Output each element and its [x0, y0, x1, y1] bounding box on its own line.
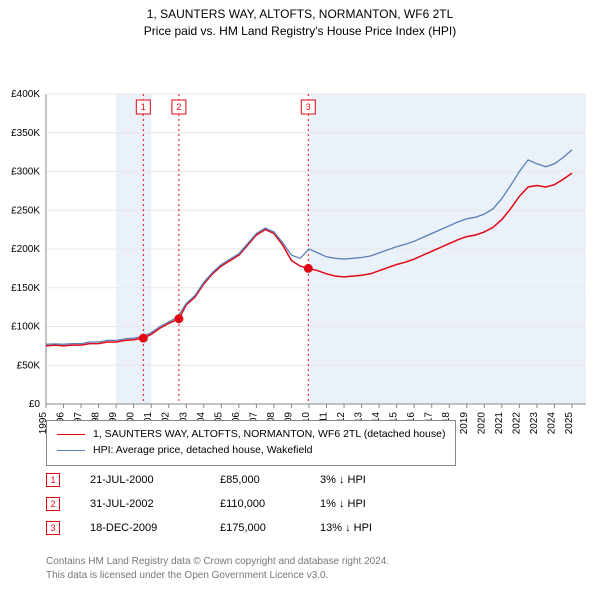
- sale-dot: [174, 314, 183, 323]
- y-axis-label: £400K: [11, 89, 40, 100]
- y-axis-label: £350K: [11, 127, 40, 138]
- footer-line1: Contains HM Land Registry data © Crown c…: [46, 555, 389, 569]
- chart-svg: £0 £50K £100K £150K £200K £250K £300K £350K £400…: [0, 44, 600, 464]
- sales-row: 2 31-JUL-2002£110,0001% ↓ HPI: [46, 492, 440, 516]
- footer: Contains HM Land Registry data © Crown c…: [46, 555, 389, 582]
- y-axis-label: £100K: [11, 321, 40, 332]
- x-axis-label: 2022: [511, 411, 522, 434]
- sales-row-diff: 13% ↓ HPI: [320, 522, 440, 534]
- x-axis-label: 2025: [564, 411, 575, 434]
- sale-dot: [139, 333, 148, 342]
- sales-row-diff: 3% ↓ HPI: [320, 474, 440, 486]
- title-block: 1, SAUNTERS WAY, ALTOFTS, NORMANTON, WF6…: [0, 0, 600, 44]
- sale-marker-number: 2: [176, 102, 181, 112]
- sale-dot: [304, 263, 313, 272]
- sales-row-diff: 1% ↓ HPI: [320, 498, 440, 510]
- x-axis-label: 2024: [546, 411, 557, 434]
- y-axis-label: £250K: [11, 205, 40, 216]
- x-axis-label: 2019: [459, 411, 470, 434]
- sales-row-price: £110,000: [220, 498, 320, 510]
- y-axis-label: £150K: [11, 282, 40, 293]
- sales-row-price: £85,000: [220, 474, 320, 486]
- legend-box: 1, SAUNTERS WAY, ALTOFTS, NORMANTON, WF6…: [46, 420, 456, 466]
- sales-row-marker: 3: [46, 521, 60, 535]
- sales-table: 1 21-JUL-2000£85,0003% ↓ HPI 2 31-JUL-2002£…: [46, 468, 440, 540]
- title-subtitle: Price paid vs. HM Land Registry's House …: [0, 23, 600, 40]
- sales-row: 1 21-JUL-2000£85,0003% ↓ HPI: [46, 468, 440, 492]
- chart-container: 1, SAUNTERS WAY, ALTOFTS, NORMANTON, WF6…: [0, 0, 600, 590]
- legend-row: HPI: Average price, detached house, Wake…: [57, 443, 445, 459]
- y-axis-label: £300K: [11, 166, 40, 177]
- footer-line2: This data is licensed under the Open Gov…: [46, 569, 389, 583]
- sales-row: 3 18-DEC-2009£175,00013% ↓ HPI: [46, 516, 440, 540]
- legend-label: 1, SAUNTERS WAY, ALTOFTS, NORMANTON, WF6…: [93, 427, 445, 443]
- sales-row-date: 18-DEC-2009: [90, 522, 220, 534]
- legend-swatch: [57, 434, 85, 435]
- x-axis-label: 2021: [494, 411, 505, 434]
- sale-marker-number: 3: [306, 102, 311, 112]
- legend-label: HPI: Average price, detached house, Wake…: [93, 443, 312, 459]
- title-address: 1, SAUNTERS WAY, ALTOFTS, NORMANTON, WF6…: [0, 6, 600, 23]
- legend-swatch: [57, 450, 85, 451]
- x-axis-label: 2020: [476, 411, 487, 434]
- sales-row-marker: 2: [46, 497, 60, 511]
- sale-marker-number: 1: [141, 102, 146, 112]
- legend-row: 1, SAUNTERS WAY, ALTOFTS, NORMANTON, WF6…: [57, 427, 445, 443]
- sales-row-price: £175,000: [220, 522, 320, 534]
- sales-row-date: 21-JUL-2000: [90, 474, 220, 486]
- y-axis-label: £200K: [11, 244, 40, 255]
- x-axis-label: 2023: [529, 411, 540, 434]
- sales-row-date: 31-JUL-2002: [90, 498, 220, 510]
- y-axis-label: £50K: [17, 360, 41, 371]
- sales-row-marker: 1: [46, 473, 60, 487]
- y-axis-label: £0: [29, 399, 41, 410]
